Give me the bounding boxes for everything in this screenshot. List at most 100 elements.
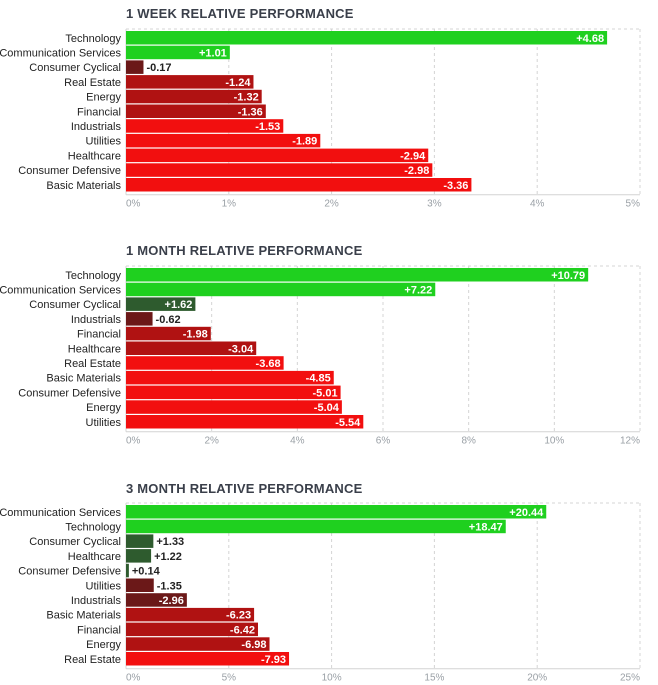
category-label: Basic Materials: [46, 373, 121, 385]
chart-title: 3 MONTH RELATIVE PERFORMANCE: [126, 481, 363, 496]
category-label: Basic Materials: [46, 610, 121, 622]
category-label: Financial: [77, 106, 121, 118]
category-label: Industrials: [71, 121, 122, 133]
category-label: Communication Services: [0, 507, 121, 519]
bar[interactable]: [126, 133, 321, 148]
bar[interactable]: [126, 45, 230, 60]
tick-label: 12%: [620, 436, 640, 447]
category-label: Utilities: [86, 136, 122, 148]
bar[interactable]: [126, 75, 254, 89]
category-label: Real Estate: [64, 358, 121, 370]
category-label: Utilities: [86, 580, 122, 592]
value-label: +0.14: [132, 566, 161, 578]
value-label: +1.62: [165, 299, 193, 311]
bar[interactable]: [126, 593, 187, 607]
value-label: -6.23: [226, 610, 251, 622]
value-label: -5.54: [335, 417, 361, 429]
category-label: Energy: [86, 402, 121, 414]
bar[interactable]: [126, 341, 257, 356]
tick-label: 6%: [376, 436, 391, 447]
bar[interactable]: [126, 622, 258, 637]
tick-label: 5%: [626, 199, 641, 210]
bar[interactable]: [126, 163, 433, 177]
tick-label: 8%: [461, 436, 476, 447]
value-label: +1.33: [156, 536, 184, 548]
tick-label: 1%: [222, 199, 237, 210]
bar[interactable]: [126, 637, 270, 651]
bar[interactable]: [126, 356, 284, 370]
category-label: Consumer Cyclical: [29, 299, 121, 311]
bar[interactable]: [126, 282, 436, 297]
category-label: Real Estate: [64, 654, 121, 666]
value-label: -0.17: [146, 62, 171, 74]
value-label: -1.32: [234, 92, 259, 104]
value-label: +18.47: [469, 521, 503, 533]
bar[interactable]: [126, 578, 154, 593]
tick-label: 3%: [427, 199, 442, 210]
value-label: +4.68: [576, 33, 604, 45]
tick-label: 10%: [322, 673, 342, 684]
category-label: Consumer Defensive: [18, 566, 121, 578]
value-label: -5.01: [313, 387, 338, 399]
bar[interactable]: [126, 326, 211, 341]
bar[interactable]: [126, 89, 262, 104]
tick-label: 0%: [126, 673, 141, 684]
category-label: Technology: [65, 33, 121, 45]
bar[interactable]: [126, 400, 342, 414]
tick-label: 4%: [290, 436, 305, 447]
category-label: Consumer Cyclical: [29, 536, 121, 548]
bar[interactable]: [126, 563, 129, 578]
bar[interactable]: [126, 178, 472, 192]
value-label: -7.93: [261, 654, 286, 666]
value-label: -4.85: [306, 373, 331, 385]
bar[interactable]: [126, 60, 144, 74]
category-label: Financial: [77, 624, 121, 636]
category-label: Consumer Defensive: [18, 165, 121, 177]
category-label: Communication Services: [0, 47, 121, 59]
value-label: -1.24: [225, 77, 251, 89]
bar[interactable]: [126, 534, 154, 548]
bar-chart: 0% 5% 10% 15% 20% 25% Communication Services +2…: [0, 502, 641, 684]
bar[interactable]: [126, 104, 266, 119]
category-label: Energy: [86, 92, 121, 104]
bar[interactable]: [126, 549, 152, 563]
value-label: -3.68: [256, 358, 281, 370]
category-label: Financial: [77, 329, 121, 341]
tick-label: 15%: [424, 673, 444, 684]
bar[interactable]: [126, 31, 608, 45]
bar[interactable]: [126, 505, 547, 519]
value-label: -1.35: [157, 580, 182, 592]
category-label: Technology: [65, 270, 121, 282]
tick-label: 2%: [204, 436, 219, 447]
value-label: -2.94: [400, 150, 426, 162]
tick-label: 0%: [126, 199, 141, 210]
bar[interactable]: [126, 519, 506, 534]
bar[interactable]: [126, 119, 284, 133]
category-label: Communication Services: [0, 284, 121, 296]
category-label: Consumer Cyclical: [29, 62, 121, 74]
chart-title: 1 MONTH RELATIVE PERFORMANCE: [126, 243, 363, 258]
bar[interactable]: [126, 268, 589, 282]
value-label: -1.89: [292, 136, 317, 148]
value-label: -1.53: [255, 121, 280, 133]
tick-label: 20%: [527, 673, 547, 684]
tick-label: 0%: [126, 436, 141, 447]
bar[interactable]: [126, 297, 196, 311]
bar[interactable]: [126, 385, 341, 400]
tick-label: 4%: [530, 199, 545, 210]
bar[interactable]: [126, 652, 290, 666]
bar[interactable]: [126, 415, 364, 429]
bar[interactable]: [126, 148, 429, 163]
bar-chart: 0% 1% 2% 3% 4% 5% Technology +4.68 Communication…: [0, 28, 641, 210]
category-label: Consumer Defensive: [18, 387, 121, 399]
tick-label: 25%: [620, 673, 640, 684]
category-label: Industrials: [71, 595, 122, 607]
bar[interactable]: [126, 312, 153, 326]
value-label: -2.96: [159, 595, 184, 607]
value-label: +1.01: [199, 47, 227, 59]
category-label: Industrials: [71, 314, 122, 326]
category-label: Technology: [65, 521, 121, 533]
bar[interactable]: [126, 370, 334, 385]
bar[interactable]: [126, 607, 255, 622]
category-label: Healthcare: [68, 343, 121, 355]
